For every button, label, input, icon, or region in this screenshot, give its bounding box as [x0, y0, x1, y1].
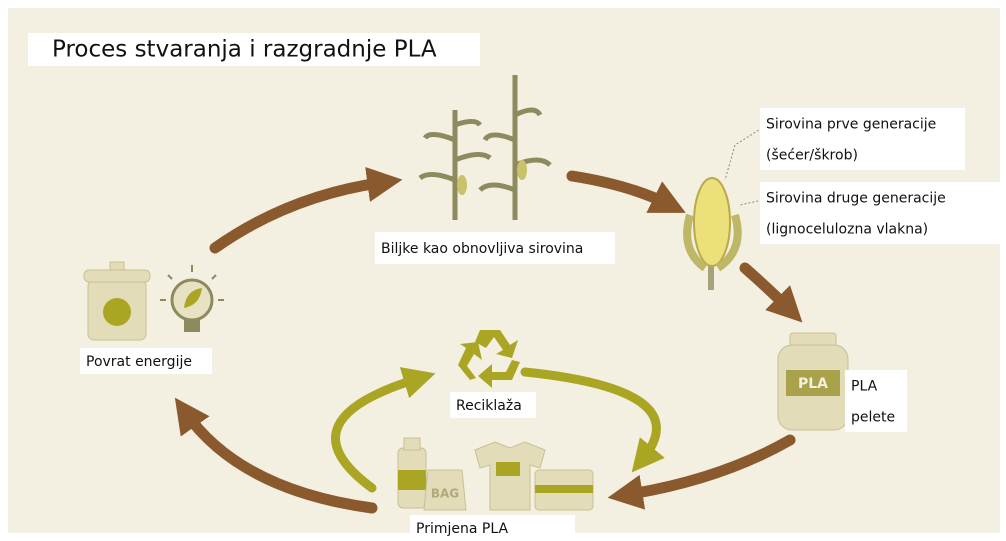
leader-lines — [724, 127, 763, 206]
node-label: Povrat energije — [86, 354, 192, 370]
bag-label: BAG — [431, 487, 459, 501]
label-box — [760, 182, 1000, 244]
node-label: Sirovina druge generacije — [766, 191, 946, 207]
node-label: Biljke kao obnovljiva sirovina — [381, 241, 583, 257]
jar-label: PLA — [798, 376, 828, 392]
label-box — [410, 515, 575, 541]
corn-icon — [683, 177, 742, 290]
label-box — [375, 232, 615, 264]
label-box — [80, 348, 212, 374]
label-box — [845, 370, 907, 432]
cob — [517, 160, 527, 180]
plants-icon — [418, 75, 552, 220]
node-label: Sirovina prve generacije — [766, 117, 936, 133]
node-label: (lignocelulozna vlakna) — [766, 222, 928, 238]
energy-icon — [83, 261, 224, 341]
label-box — [760, 108, 965, 170]
title: Proces stvaranja i razgradnje PLA — [52, 37, 437, 63]
cycle-arrows — [174, 166, 803, 514]
label-box — [450, 392, 536, 418]
recycle-arrows — [331, 367, 665, 493]
products-icon — [397, 437, 594, 511]
jar-icon — [777, 332, 849, 431]
title-box — [28, 33, 480, 66]
cob — [457, 175, 467, 195]
recycle-icon — [458, 330, 520, 388]
node-label: pelete — [851, 410, 895, 426]
node-label: PLA — [851, 379, 878, 395]
node-label: (šećer/škrob) — [766, 148, 858, 164]
node-label: Primjena PLA — [416, 521, 508, 537]
node-label: Reciklaža — [456, 398, 522, 414]
